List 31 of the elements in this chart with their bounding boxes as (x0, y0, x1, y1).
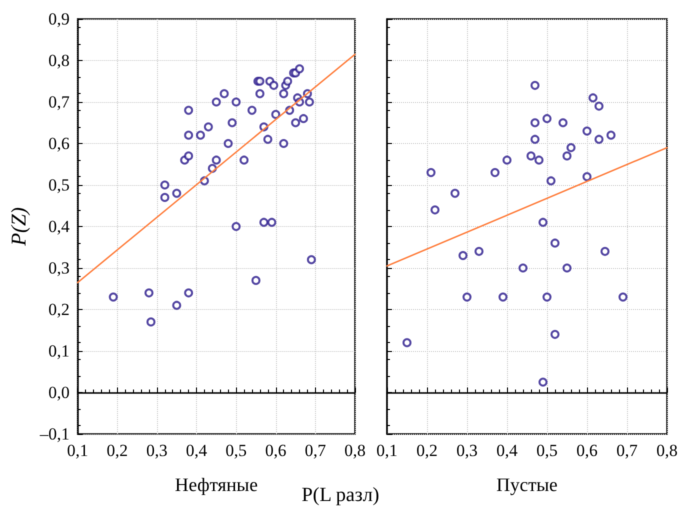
x-tick-label: 0,3 (456, 441, 478, 460)
y-axis-title: P(Z) (6, 207, 30, 247)
x-tick-label: 0,3 (146, 441, 168, 460)
x-tick-label: 0,6 (265, 441, 286, 460)
x-tick-label: 0,1 (67, 441, 88, 460)
x-tick-label: 0,7 (304, 441, 327, 460)
x-tick-label: 0,4 (496, 441, 518, 460)
x-tick-label: 0,4 (186, 441, 208, 460)
y-tick-label: –0,1 (38, 424, 70, 444)
x-tick-label: 0,5 (226, 441, 247, 460)
y-tick-label: 0,3 (48, 258, 70, 278)
x-tick-label: 0,8 (344, 441, 366, 460)
x-tick-label: 0,8 (656, 441, 678, 460)
y-tick-label: 0,4 (48, 217, 70, 236)
y-tick-label: 0,0 (48, 383, 70, 402)
y-tick-label: 0,5 (48, 176, 70, 194)
x-tick-label: 0,2 (416, 441, 438, 460)
y-tick-label: 0,7 (48, 92, 70, 112)
y-tick-label: 0,1 (48, 342, 70, 360)
text: P(L разл) (302, 484, 380, 506)
x-tick-label: 0,5 (536, 441, 558, 460)
y-tick-label: 0,6 (48, 134, 70, 153)
y-tick-label: 0,8 (48, 51, 70, 70)
x-axis-title: Нефтяные (174, 475, 258, 496)
x-axis-title: Пустые (496, 475, 558, 496)
y-tick-label: 0,2 (48, 300, 70, 319)
x-tick-label: 0,1 (376, 441, 398, 460)
x-tick-label: 0,6 (576, 441, 598, 460)
x-tick-label: 0,2 (106, 441, 128, 460)
y-tick-label: 0,9 (48, 10, 70, 28)
x-tick-label: 0,7 (616, 441, 638, 460)
